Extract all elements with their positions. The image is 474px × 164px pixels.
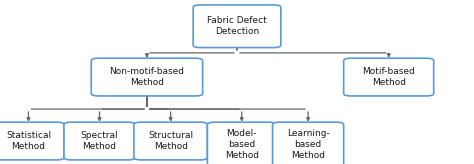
FancyBboxPatch shape	[193, 5, 281, 48]
FancyBboxPatch shape	[207, 122, 276, 164]
Text: Motif-based
Method: Motif-based Method	[362, 67, 415, 87]
Text: Fabric Defect
Detection: Fabric Defect Detection	[207, 16, 267, 36]
FancyBboxPatch shape	[64, 122, 135, 160]
FancyBboxPatch shape	[273, 122, 344, 164]
Text: Statistical
Method: Statistical Method	[6, 131, 51, 151]
Text: Learning-
based
Method: Learning- based Method	[287, 129, 329, 160]
FancyBboxPatch shape	[344, 58, 434, 96]
Text: Structural
Method: Structural Method	[148, 131, 193, 151]
FancyBboxPatch shape	[134, 122, 207, 160]
FancyBboxPatch shape	[0, 122, 64, 160]
Text: Spectral
Method: Spectral Method	[81, 131, 118, 151]
FancyBboxPatch shape	[91, 58, 202, 96]
Text: Model-
based
Method: Model- based Method	[225, 129, 259, 160]
Text: Non-motif-based
Method: Non-motif-based Method	[109, 67, 184, 87]
